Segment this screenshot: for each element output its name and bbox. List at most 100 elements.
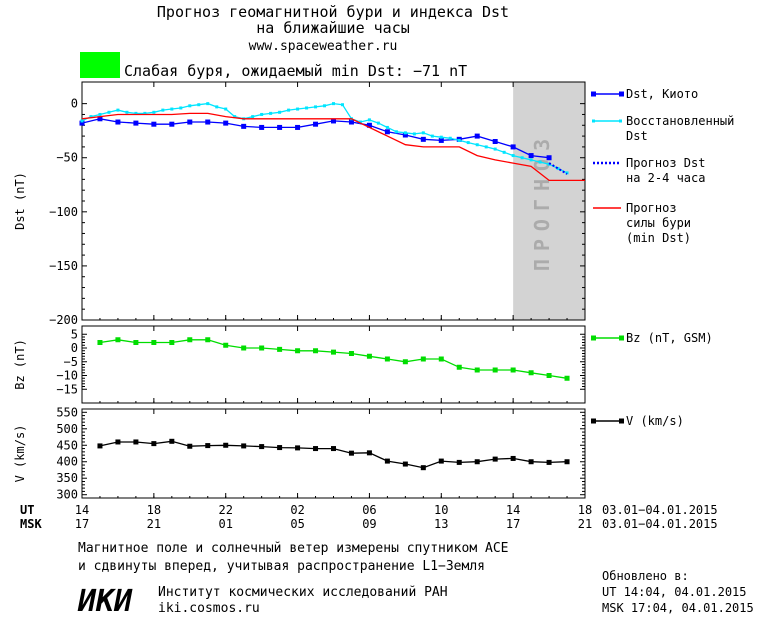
forecast-region	[513, 82, 585, 320]
data-point	[277, 445, 283, 451]
msk-axis-label: MSK	[20, 517, 42, 531]
data-point	[510, 455, 516, 461]
y-axis-label: Dst (nT)	[13, 172, 27, 230]
legend-label: Bz (nT, GSM)	[626, 331, 713, 345]
data-point	[313, 446, 319, 452]
legend-marker	[619, 119, 622, 123]
series-line	[81, 112, 585, 182]
data-point	[323, 104, 327, 108]
msk-tick-label: 13	[434, 517, 448, 531]
y-tick-label: −150	[49, 259, 78, 273]
data-point	[466, 141, 470, 145]
legend-marker	[619, 418, 624, 424]
data-point	[97, 340, 103, 345]
data-point	[528, 153, 534, 159]
data-point	[492, 456, 498, 462]
ut-axis-label: UT	[20, 503, 34, 517]
data-point	[133, 340, 139, 345]
data-point	[151, 121, 157, 127]
data-point	[143, 111, 147, 115]
data-point	[474, 133, 480, 139]
data-point	[438, 356, 444, 362]
legend-marker	[591, 91, 596, 97]
y-tick-label: 5	[71, 327, 78, 341]
data-point	[366, 353, 372, 359]
data-point	[259, 124, 265, 130]
y-tick-label: −100	[49, 205, 78, 219]
data-point	[295, 445, 301, 451]
forecast-label: ПРОГНОЗ	[530, 131, 554, 271]
footnote-line-2: и сдвинуты вперед, учитывая распростране…	[78, 559, 485, 574]
data-point	[97, 116, 103, 122]
legend-marker	[619, 91, 624, 97]
msk-tick-label: 21	[578, 517, 592, 531]
data-point	[277, 346, 283, 352]
data-point	[412, 132, 416, 136]
data-point	[169, 438, 175, 444]
data-point	[331, 446, 336, 452]
data-point	[402, 132, 408, 138]
data-point	[474, 367, 480, 373]
data-point	[241, 345, 247, 351]
data-point	[161, 108, 165, 112]
data-point	[97, 443, 103, 449]
series-line	[99, 440, 568, 469]
data-point	[331, 118, 336, 124]
legend-marker	[591, 335, 596, 341]
data-point	[295, 348, 301, 354]
data-point	[188, 104, 192, 108]
msk-tick-label: 21	[147, 517, 161, 531]
data-point	[223, 442, 229, 448]
msk-tick-label: 05	[290, 517, 304, 531]
data-point	[456, 364, 462, 370]
data-point	[269, 111, 273, 115]
data-point	[223, 120, 229, 126]
data-point	[438, 458, 444, 464]
data-point	[241, 123, 247, 129]
data-point	[448, 136, 452, 140]
data-point	[385, 125, 389, 129]
y-tick-label: −200	[49, 313, 78, 327]
y-tick-label: −50	[56, 151, 78, 165]
series-line	[99, 339, 568, 379]
title-line-2: на ближайшие часы	[256, 19, 410, 37]
data-point	[187, 443, 193, 449]
data-point	[384, 458, 390, 464]
y-tick-label: −5	[64, 355, 78, 369]
speed-panel: 550 500 450 400 350 300 V (km/s)	[13, 405, 586, 502]
ut-tick-label: 18	[147, 503, 161, 517]
y-tick-label: −15	[56, 382, 78, 396]
data-point	[187, 119, 193, 125]
data-point	[376, 121, 380, 125]
ut-tick-label: 10	[434, 503, 448, 517]
ut-tick-label: 22	[218, 503, 232, 517]
data-point	[384, 129, 390, 135]
data-point	[420, 465, 426, 471]
data-point	[259, 444, 265, 450]
institute-name: Институт космических исследований РАН	[158, 585, 448, 600]
data-point	[205, 119, 211, 125]
dst-panel: ПРОГНОЗ 0 −50 −100 −150 −200 Dst (nT)	[13, 81, 586, 327]
data-point	[295, 124, 301, 130]
data-point	[80, 119, 84, 123]
msk-tick-label: 17	[75, 517, 89, 531]
data-point	[511, 154, 515, 158]
ut-tick-label: 14	[75, 503, 89, 517]
data-point	[502, 150, 506, 154]
data-point	[115, 439, 121, 445]
data-point	[169, 340, 175, 345]
data-point	[313, 348, 319, 354]
data-point	[107, 110, 111, 114]
y-tick-label: 350	[56, 471, 78, 485]
data-point	[205, 443, 211, 449]
y-tick-label: 0	[71, 341, 78, 355]
data-point	[151, 340, 157, 345]
legend-marker	[592, 119, 595, 123]
institute-site[interactable]: iki.cosmos.ru	[158, 601, 260, 616]
data-point	[384, 356, 390, 362]
data-point	[538, 160, 542, 164]
data-point	[224, 107, 228, 111]
data-point	[492, 139, 498, 144]
